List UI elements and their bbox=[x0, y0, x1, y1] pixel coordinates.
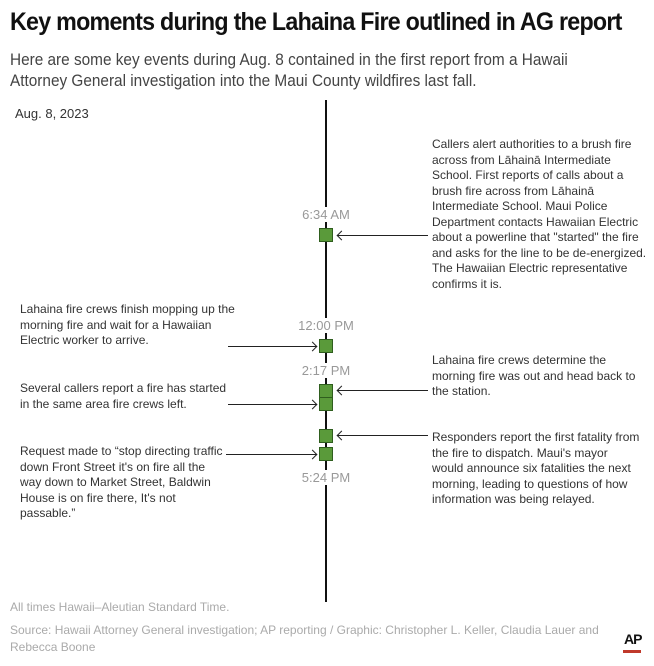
event-note: Responders report the first fatality fro… bbox=[432, 430, 640, 506]
time-label: 5:24 PM bbox=[286, 470, 366, 485]
event-marker bbox=[319, 429, 333, 443]
event-note: Callers alert authorities to a brush fir… bbox=[432, 137, 647, 291]
event-note: Request made to “stop directing traffic … bbox=[20, 444, 223, 520]
ap-logo: AP bbox=[624, 631, 642, 647]
arrow-left-icon bbox=[338, 390, 428, 391]
arrow-left-icon bbox=[338, 435, 428, 436]
time-zone-note: All times Hawaii–Aleutian Standard Time. bbox=[10, 600, 230, 614]
time-label: 2:17 PM bbox=[286, 363, 366, 378]
arrow-right-icon bbox=[228, 404, 316, 405]
page-title: Key moments during the Lahaina Fire outl… bbox=[10, 8, 622, 36]
time-label: 6:34 AM bbox=[286, 207, 366, 222]
event-marker bbox=[319, 384, 333, 398]
arrow-right-icon bbox=[226, 454, 316, 455]
date-label: Aug. 8, 2023 bbox=[15, 106, 89, 121]
ap-logo-bar bbox=[623, 650, 641, 653]
arrow-left-icon bbox=[338, 235, 428, 236]
event-marker bbox=[319, 397, 333, 411]
event-note: Lahaina fire crews determine the morning… bbox=[432, 353, 636, 398]
event-marker bbox=[319, 228, 333, 242]
event-note: Lahaina fire crews finish mopping up the… bbox=[20, 302, 235, 347]
time-label: 12:00 PM bbox=[286, 318, 366, 333]
event-marker bbox=[319, 339, 333, 353]
arrow-right-icon bbox=[228, 346, 316, 347]
event-marker bbox=[319, 447, 333, 461]
event-note: Several callers report a fire has starte… bbox=[20, 381, 227, 411]
subtitle: Here are some key events during Aug. 8 c… bbox=[10, 51, 568, 90]
source-credit: Source: Hawaii Attorney General investig… bbox=[10, 623, 599, 654]
